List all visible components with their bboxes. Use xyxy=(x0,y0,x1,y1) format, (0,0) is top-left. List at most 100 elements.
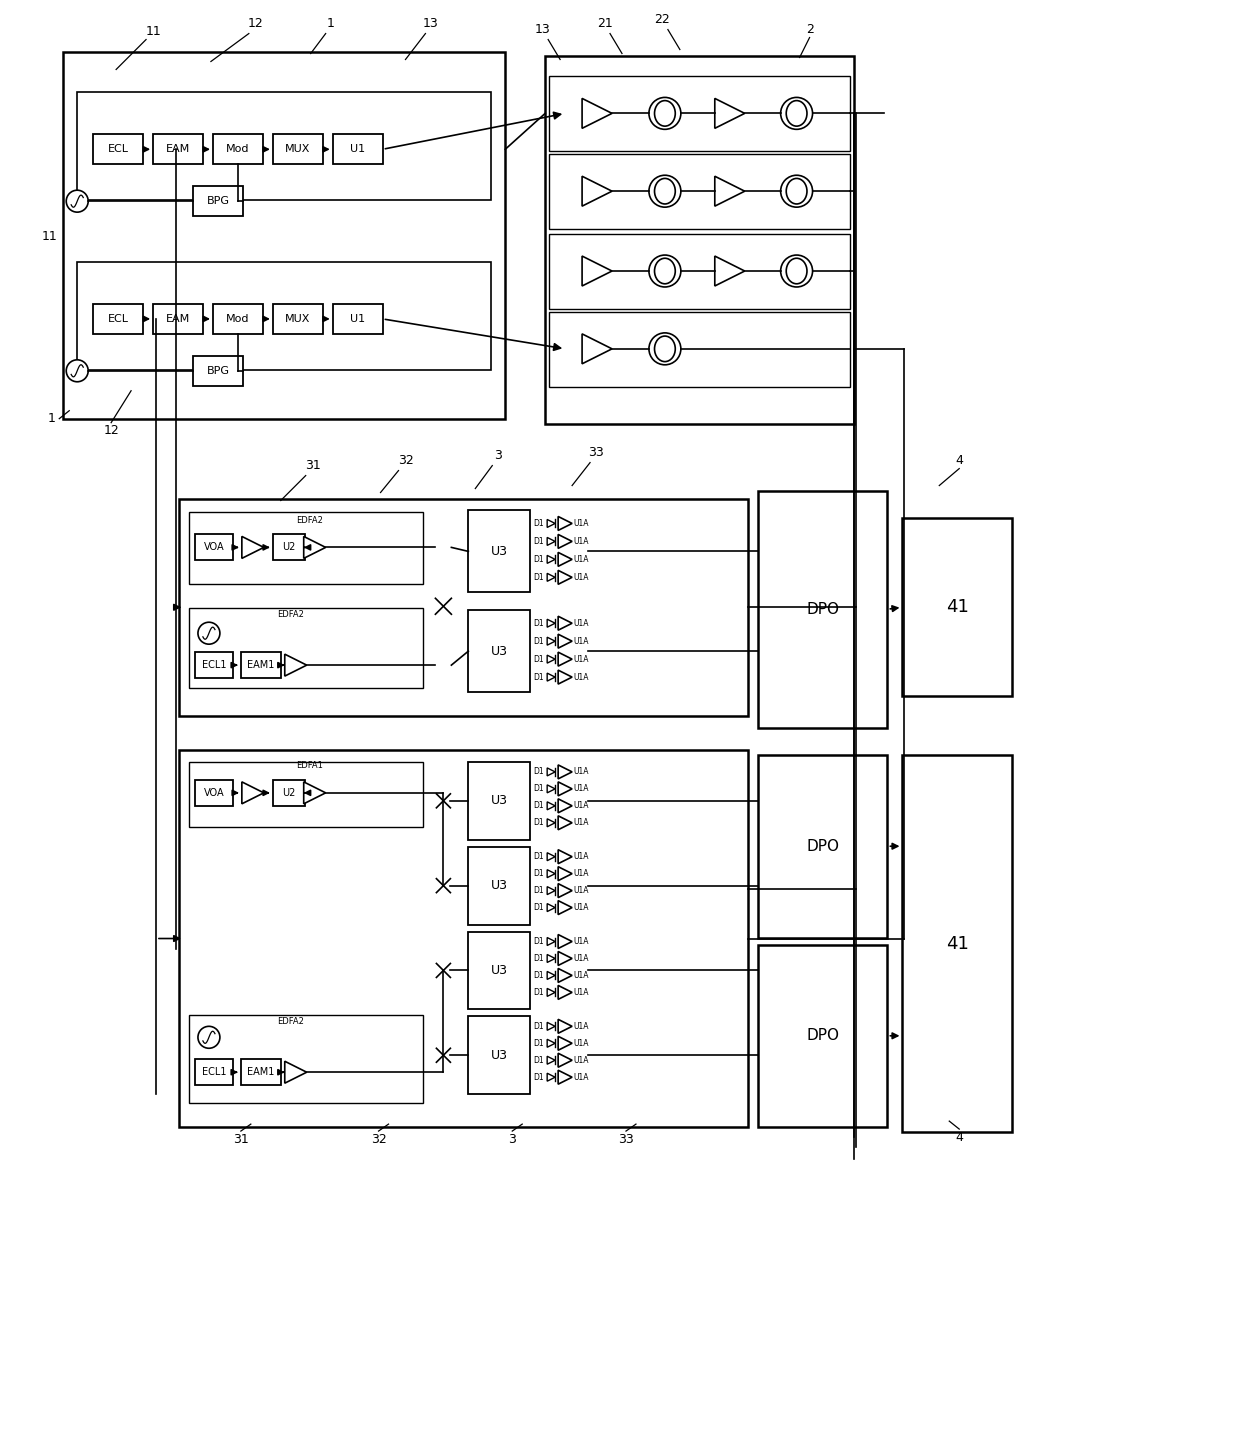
Text: U1A: U1A xyxy=(573,937,589,946)
Text: D1: D1 xyxy=(533,518,543,529)
Text: 13: 13 xyxy=(423,17,438,30)
Text: D1: D1 xyxy=(533,1022,543,1031)
Text: D1: D1 xyxy=(533,937,543,946)
Bar xyxy=(179,498,748,715)
Text: U3: U3 xyxy=(491,644,507,657)
Circle shape xyxy=(649,175,681,207)
Text: EAM: EAM xyxy=(166,145,190,155)
Text: U1A: U1A xyxy=(573,954,589,963)
Ellipse shape xyxy=(655,178,676,204)
Bar xyxy=(273,135,322,164)
Polygon shape xyxy=(558,901,572,915)
Polygon shape xyxy=(558,1053,572,1067)
Text: D1: D1 xyxy=(533,618,543,628)
Circle shape xyxy=(649,97,681,129)
Bar xyxy=(193,356,243,385)
Text: D1: D1 xyxy=(533,785,543,794)
Polygon shape xyxy=(558,1070,572,1085)
Bar xyxy=(549,77,851,151)
Text: DPO: DPO xyxy=(806,1028,839,1044)
Bar xyxy=(195,1060,233,1085)
Text: 31: 31 xyxy=(233,1132,249,1145)
Polygon shape xyxy=(547,556,556,563)
Text: D1: D1 xyxy=(533,904,543,912)
Polygon shape xyxy=(547,637,556,646)
Circle shape xyxy=(198,1027,219,1048)
Text: U1A: U1A xyxy=(573,869,589,877)
Text: U3: U3 xyxy=(491,795,507,808)
Polygon shape xyxy=(558,517,572,530)
Bar xyxy=(469,1016,531,1095)
Polygon shape xyxy=(547,620,556,627)
Polygon shape xyxy=(547,767,556,776)
Text: EAM: EAM xyxy=(166,314,190,324)
Text: 21: 21 xyxy=(598,17,613,30)
Text: U1A: U1A xyxy=(573,904,589,912)
Text: U1A: U1A xyxy=(573,518,589,529)
Polygon shape xyxy=(547,937,556,946)
Text: U1A: U1A xyxy=(573,537,589,546)
Polygon shape xyxy=(547,904,556,912)
Text: D1: D1 xyxy=(533,555,543,563)
Text: 32: 32 xyxy=(371,1132,387,1145)
Bar xyxy=(549,235,851,308)
Bar xyxy=(273,780,305,807)
Text: 4: 4 xyxy=(955,455,963,468)
Bar xyxy=(332,135,382,164)
Bar xyxy=(549,155,851,229)
Polygon shape xyxy=(582,177,613,206)
Text: ECL1: ECL1 xyxy=(202,660,226,670)
Bar xyxy=(188,513,423,585)
Ellipse shape xyxy=(655,336,676,362)
Ellipse shape xyxy=(786,178,807,204)
Polygon shape xyxy=(714,256,745,287)
Polygon shape xyxy=(558,765,572,779)
Bar xyxy=(273,534,305,560)
Text: D1: D1 xyxy=(533,1056,543,1064)
Text: 4: 4 xyxy=(955,1131,963,1144)
Polygon shape xyxy=(304,536,326,559)
Ellipse shape xyxy=(655,258,676,284)
Circle shape xyxy=(649,333,681,365)
Bar xyxy=(188,762,423,827)
Polygon shape xyxy=(242,782,264,804)
Text: 32: 32 xyxy=(398,455,413,468)
Polygon shape xyxy=(558,782,572,796)
Text: U3: U3 xyxy=(491,879,507,892)
Bar xyxy=(193,187,243,216)
Text: ECL: ECL xyxy=(108,314,129,324)
Polygon shape xyxy=(547,673,556,681)
Text: U3: U3 xyxy=(491,1048,507,1061)
Bar xyxy=(903,754,1012,1132)
Polygon shape xyxy=(558,670,572,683)
Text: U1: U1 xyxy=(350,314,365,324)
Bar xyxy=(153,135,203,164)
Bar xyxy=(188,1015,423,1103)
Polygon shape xyxy=(285,1061,306,1083)
Polygon shape xyxy=(558,552,572,566)
Bar xyxy=(758,944,888,1127)
Text: D1: D1 xyxy=(533,537,543,546)
Bar xyxy=(469,511,531,592)
Text: U1A: U1A xyxy=(573,801,589,811)
Text: MUX: MUX xyxy=(285,314,310,324)
Bar xyxy=(549,311,851,387)
Text: BPG: BPG xyxy=(206,366,229,376)
Circle shape xyxy=(781,255,812,287)
Text: D1: D1 xyxy=(533,972,543,980)
Text: D1: D1 xyxy=(533,886,543,895)
Text: EAM1: EAM1 xyxy=(247,660,274,670)
Text: D1: D1 xyxy=(533,801,543,811)
Polygon shape xyxy=(558,815,572,830)
Bar xyxy=(469,762,531,840)
Text: 31: 31 xyxy=(305,459,321,472)
Text: U1A: U1A xyxy=(573,654,589,663)
Bar xyxy=(903,518,1012,696)
Bar xyxy=(273,304,322,334)
Text: 33: 33 xyxy=(588,446,604,459)
Text: U1A: U1A xyxy=(573,853,589,862)
Text: 1: 1 xyxy=(326,17,335,30)
Text: EDFA2: EDFA2 xyxy=(278,1016,304,1025)
Bar xyxy=(241,652,280,678)
Text: U1A: U1A xyxy=(573,1056,589,1064)
